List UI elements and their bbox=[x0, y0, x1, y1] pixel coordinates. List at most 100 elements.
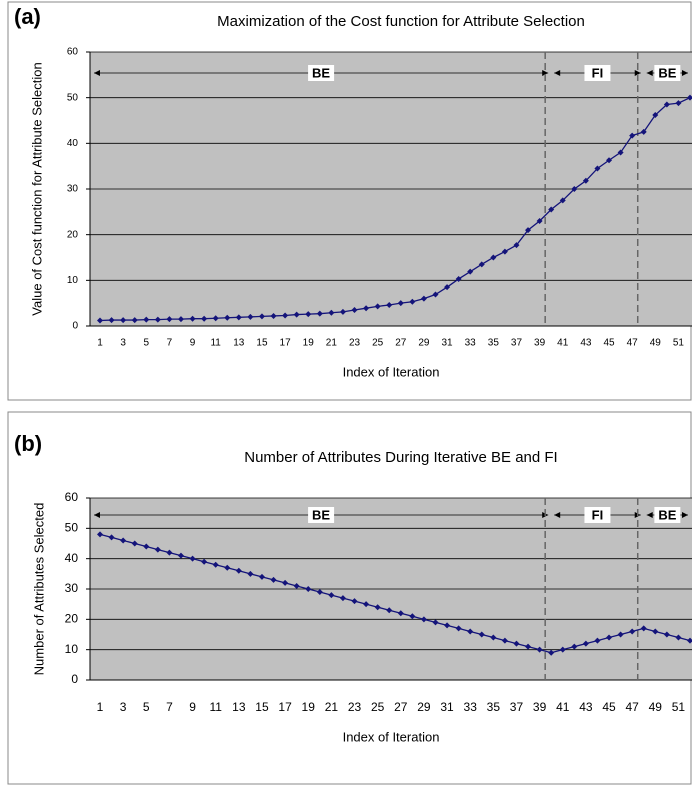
data-point bbox=[293, 311, 300, 318]
data-point bbox=[455, 275, 462, 282]
data-point bbox=[420, 616, 427, 623]
data-point bbox=[432, 291, 439, 298]
data-point bbox=[571, 186, 578, 192]
x-tick-label: 11 bbox=[209, 700, 222, 714]
data-point bbox=[154, 316, 161, 323]
region-label: BE bbox=[312, 507, 330, 522]
x-tick-label: 43 bbox=[579, 700, 593, 714]
x-tick-label: 25 bbox=[372, 338, 384, 349]
data-point bbox=[247, 570, 254, 577]
data-point bbox=[455, 625, 462, 632]
arrow-head bbox=[634, 70, 641, 76]
data-point bbox=[108, 317, 115, 324]
data-point bbox=[235, 567, 242, 574]
x-tick-label: 51 bbox=[673, 338, 685, 349]
region-label-bg bbox=[584, 507, 611, 523]
data-point bbox=[316, 310, 323, 317]
x-tick-label: 17 bbox=[278, 700, 292, 714]
x-tick-label: 9 bbox=[190, 338, 196, 349]
arrow-head bbox=[94, 70, 100, 76]
data-point bbox=[582, 640, 589, 647]
x-axis-label: Index of Iteration bbox=[343, 729, 440, 744]
data-point bbox=[548, 206, 555, 213]
x-tick-label: 21 bbox=[326, 338, 338, 349]
x-tick-label: 33 bbox=[464, 700, 478, 714]
x-tick-label: 45 bbox=[602, 700, 616, 714]
data-point bbox=[351, 598, 358, 605]
region-label-bg bbox=[654, 65, 681, 81]
data-point bbox=[177, 552, 184, 559]
region-label-bg bbox=[654, 507, 681, 523]
x-tick-label: 25 bbox=[371, 700, 385, 714]
data-point bbox=[131, 540, 138, 547]
x-tick-label: 49 bbox=[649, 700, 663, 714]
data-point bbox=[386, 301, 393, 308]
data-point bbox=[258, 313, 265, 320]
data-point bbox=[397, 610, 404, 617]
data-point bbox=[282, 312, 289, 319]
x-tick-label: 15 bbox=[256, 338, 268, 349]
x-tick-label: 35 bbox=[488, 338, 500, 349]
x-tick-label: 31 bbox=[440, 700, 454, 714]
data-point bbox=[467, 628, 474, 635]
data-point bbox=[201, 558, 208, 565]
x-tick-label: 37 bbox=[511, 338, 523, 349]
data-point bbox=[663, 101, 670, 108]
y-tick-label: 50 bbox=[67, 92, 79, 103]
x-tick-label: 51 bbox=[672, 700, 686, 714]
data-point bbox=[247, 313, 254, 320]
data-point bbox=[212, 561, 219, 568]
chart-title: Maximization of the Cost function for At… bbox=[217, 13, 585, 30]
data-point bbox=[444, 622, 451, 629]
data-point bbox=[270, 312, 277, 319]
region-label-bg bbox=[308, 65, 335, 81]
data-point bbox=[328, 309, 335, 316]
data-point bbox=[351, 307, 358, 314]
data-point bbox=[513, 640, 520, 647]
data-point bbox=[166, 549, 173, 556]
x-tick-label: 43 bbox=[580, 338, 592, 349]
data-point bbox=[571, 643, 578, 650]
y-tick-label: 10 bbox=[65, 642, 79, 656]
data-point bbox=[559, 197, 566, 204]
data-point bbox=[606, 157, 613, 164]
data-point bbox=[617, 149, 624, 156]
x-tick-label: 17 bbox=[280, 338, 292, 349]
x-tick-label: 15 bbox=[255, 700, 269, 714]
y-tick-label: 60 bbox=[67, 47, 79, 58]
data-point bbox=[189, 315, 196, 322]
x-tick-label: 41 bbox=[556, 700, 570, 714]
data-point bbox=[490, 254, 497, 261]
data-point bbox=[374, 604, 381, 611]
data-line bbox=[99, 97, 691, 322]
x-tick-label: 29 bbox=[418, 338, 430, 349]
data-point bbox=[143, 543, 150, 550]
x-tick-label: 13 bbox=[232, 700, 246, 714]
y-axis-label: Value of Cost function for Attribute Sel… bbox=[29, 62, 44, 315]
x-tick-label: 47 bbox=[627, 338, 639, 349]
x-tick-label: 5 bbox=[143, 338, 149, 349]
chart-title: Number of Attributes During Iterative BE… bbox=[244, 449, 557, 466]
region-label-bg bbox=[308, 507, 335, 523]
region-label: BE bbox=[312, 65, 330, 80]
data-point bbox=[652, 112, 659, 119]
data-point bbox=[444, 284, 451, 291]
data-point bbox=[501, 637, 508, 644]
data-point bbox=[201, 315, 208, 322]
data-point bbox=[687, 94, 692, 101]
arrow-head bbox=[646, 70, 653, 76]
data-point bbox=[548, 649, 555, 656]
data-point bbox=[409, 298, 416, 305]
x-axis-label: Index of Iteration bbox=[343, 364, 440, 379]
data-point bbox=[97, 317, 103, 324]
data-point bbox=[143, 316, 150, 323]
data-point bbox=[594, 165, 601, 172]
data-point bbox=[525, 643, 532, 650]
x-tick-label: 5 bbox=[143, 700, 150, 714]
data-line bbox=[99, 533, 691, 654]
x-tick-label: 35 bbox=[487, 700, 501, 714]
data-point bbox=[189, 555, 196, 562]
data-point bbox=[258, 573, 265, 580]
y-tick-label: 40 bbox=[67, 138, 79, 149]
x-tick-label: 19 bbox=[302, 700, 316, 714]
